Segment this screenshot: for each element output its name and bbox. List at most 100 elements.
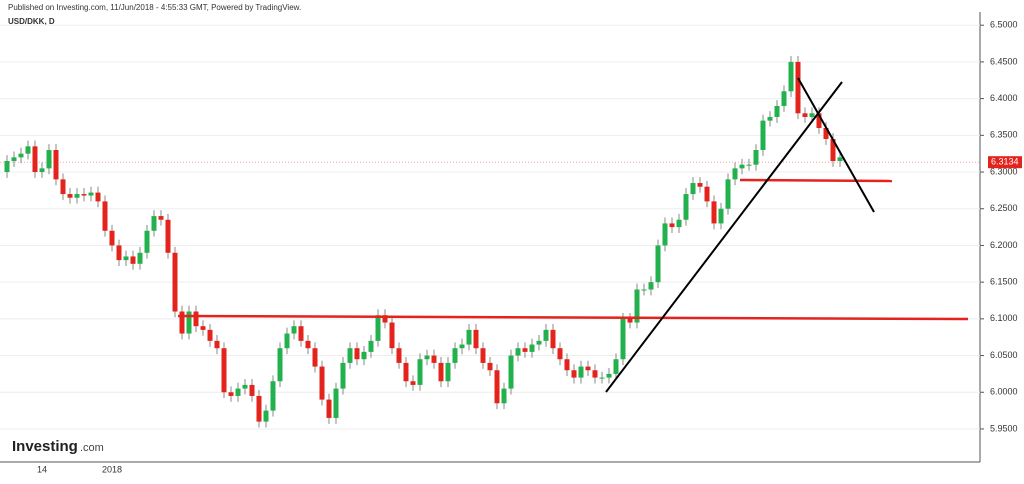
y-tick-label: 6.5000 <box>990 20 1018 30</box>
candle-body <box>193 311 199 327</box>
candle-body <box>774 105 780 117</box>
candle-body <box>333 388 339 418</box>
trend-drawings <box>177 77 969 393</box>
candle-body <box>711 201 717 224</box>
candle-body <box>620 318 626 360</box>
candle-body <box>480 348 486 363</box>
candle-body <box>438 362 444 382</box>
logo-suffix: .com <box>80 442 104 454</box>
candle-body <box>578 366 584 378</box>
chart-title: USD/DKK, D <box>8 17 55 26</box>
candle-body <box>88 192 94 196</box>
candle-body <box>298 326 304 341</box>
x-tick-label: 14 <box>37 464 47 474</box>
current-price-tag <box>988 156 1022 169</box>
candle-body <box>445 362 451 382</box>
candle-body <box>18 153 24 158</box>
candle-body <box>585 366 591 371</box>
candle-body <box>669 223 675 228</box>
candle-body <box>109 230 115 246</box>
candle-body <box>501 388 507 404</box>
candle-body <box>522 348 528 352</box>
candle-body <box>459 344 465 349</box>
candle-body <box>46 150 52 169</box>
candle-body <box>718 208 724 224</box>
candle-body <box>305 340 311 349</box>
candle-body <box>249 384 255 396</box>
candles <box>0 24 980 430</box>
candle-body <box>165 219 171 253</box>
candle-body <box>326 399 332 418</box>
candle-body <box>263 410 269 422</box>
candle-body <box>186 311 192 334</box>
candle-body <box>571 370 577 378</box>
candle-body <box>431 355 437 363</box>
candle-body <box>788 61 794 92</box>
candle-body <box>270 381 276 411</box>
candle-body <box>676 219 682 228</box>
candle-body <box>515 348 521 356</box>
subtitle: Published on Investing.com, 11/Jun/2018 … <box>8 3 301 12</box>
candle-body <box>557 348 563 360</box>
candle-body <box>508 355 514 389</box>
candle-body <box>375 315 381 341</box>
support-line <box>739 178 893 183</box>
candle-body <box>627 318 633 323</box>
candle-body <box>137 252 143 264</box>
candle-body <box>648 282 654 290</box>
candle-body <box>704 186 710 202</box>
candle-body <box>368 340 374 352</box>
candle-body <box>284 333 290 349</box>
candle-body <box>39 168 45 173</box>
y-tick-label: 6.2500 <box>990 203 1018 213</box>
trend-line <box>797 77 875 213</box>
candle-body <box>662 223 668 246</box>
candle-body <box>32 146 38 173</box>
candle-body <box>81 194 87 196</box>
candle-body <box>242 384 248 389</box>
candle-body <box>312 348 318 367</box>
candle-body <box>690 183 696 195</box>
candle-body <box>487 362 493 371</box>
candle-body <box>340 362 346 389</box>
candle-body <box>802 113 808 117</box>
y-tick-label: 6.2000 <box>990 240 1018 250</box>
candle-body <box>613 359 619 374</box>
candle-body <box>816 113 822 128</box>
candle-body <box>494 370 500 404</box>
candle-body <box>116 245 122 261</box>
current-price-label: 6.3134 <box>991 157 1019 167</box>
candle-body <box>683 194 689 220</box>
candle-body <box>158 216 164 220</box>
candle-body <box>536 340 542 345</box>
candle-body <box>95 192 101 202</box>
trend-line <box>605 81 843 393</box>
candle-body <box>767 116 773 121</box>
candle-body <box>67 194 73 198</box>
candle-body <box>732 168 738 180</box>
candle-body <box>830 138 836 162</box>
x-tick-label: 2018 <box>102 464 122 474</box>
y-tick-label: 5.9500 <box>990 423 1018 433</box>
candle-body <box>25 146 31 154</box>
candle-body <box>291 326 297 334</box>
candle-body <box>200 326 206 330</box>
resistance-line <box>177 314 969 321</box>
candle-body <box>753 150 759 165</box>
candle-body <box>144 230 150 253</box>
candle-body <box>382 315 388 323</box>
logo-brand: Investing <box>12 438 78 455</box>
candle-body <box>123 256 129 261</box>
candle-body <box>53 150 59 180</box>
candle-body <box>550 329 556 349</box>
y-tick-label: 6.3500 <box>990 130 1018 140</box>
candle-body <box>361 351 367 360</box>
candle-body <box>4 161 10 173</box>
candle-body <box>606 373 612 378</box>
candle-body <box>172 252 178 312</box>
candle-body <box>823 127 829 139</box>
candle-body <box>74 194 80 198</box>
candle-body <box>151 216 157 231</box>
